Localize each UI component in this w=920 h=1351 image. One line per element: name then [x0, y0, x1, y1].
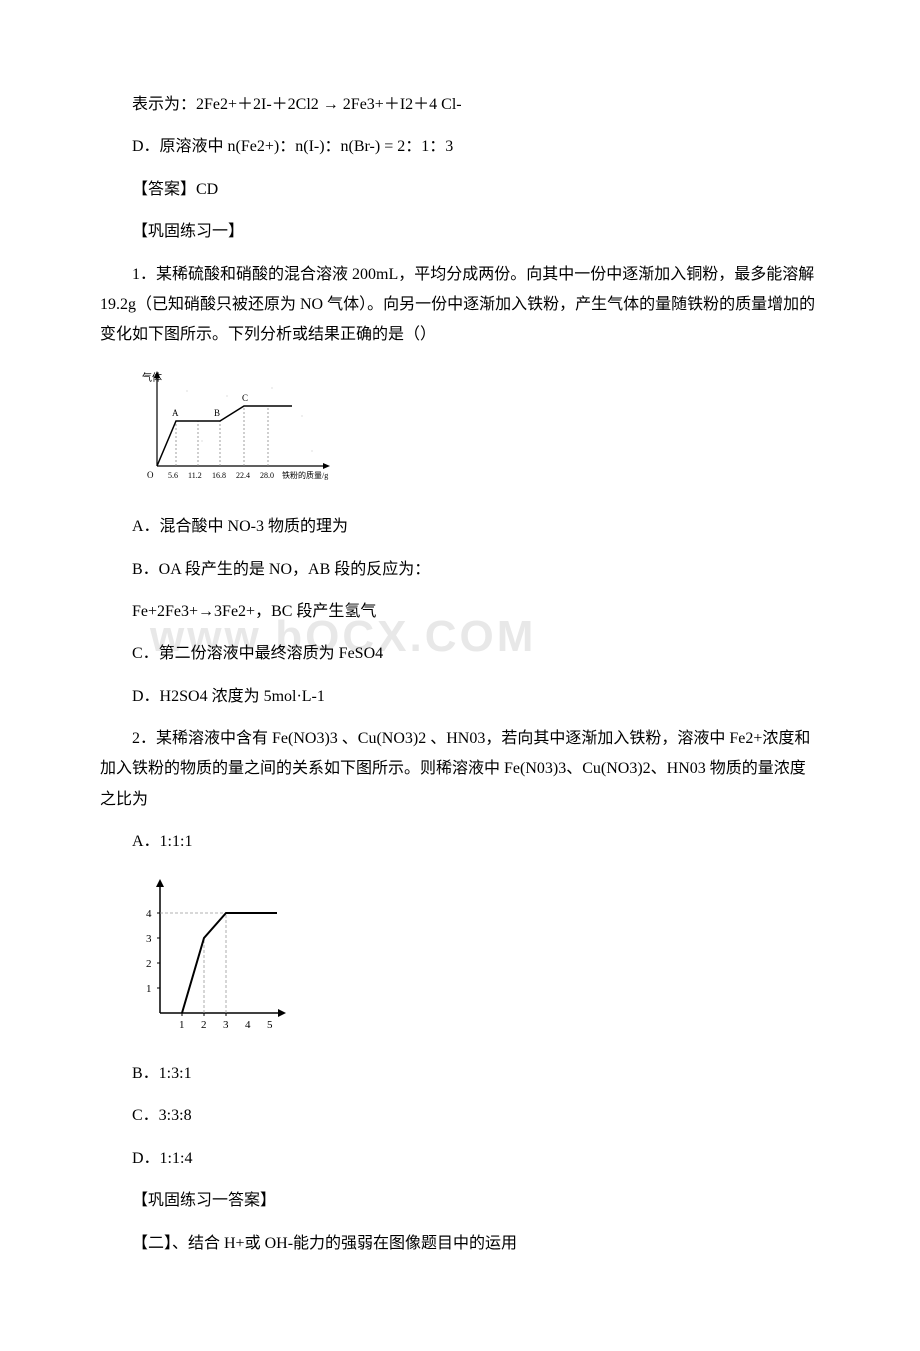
- option-a-q2: A．1:1:1: [100, 827, 820, 857]
- svg-text:22.4: 22.4: [236, 471, 250, 480]
- option-b-q1-cont: Fe+2Fe3+→3Fe2+，BC 段产生氢气: [100, 597, 820, 627]
- svg-text:5.6: 5.6: [168, 471, 178, 480]
- chart-1-container: 气体 O 5.6 11.2 16.8 22.4 28.0 铁粉的质量/g A B…: [132, 366, 820, 497]
- chart-2-container: 1 2 3 4 1 2 3 4 5: [132, 873, 820, 1044]
- svg-text:1: 1: [179, 1019, 185, 1031]
- svg-text:2: 2: [146, 958, 152, 970]
- svg-text:5: 5: [267, 1019, 273, 1031]
- svg-text:16.8: 16.8: [212, 471, 226, 480]
- svg-text:3: 3: [223, 1019, 229, 1031]
- svg-text:3: 3: [146, 933, 152, 945]
- svg-text:28.0: 28.0: [260, 471, 274, 480]
- text-line-1: 表示为：2Fe2+＋2I-＋2Cl2 → 2Fe3+＋I2＋4 Cl-: [100, 90, 820, 120]
- svg-text:O: O: [147, 470, 154, 480]
- fe2-concentration-chart: 1 2 3 4 1 2 3 4 5: [132, 873, 292, 1033]
- question-1: 1．某稀硫酸和硝酸的混合溶液 200mL，平均分成两份。向其中一份中逐渐加入铜粉…: [100, 260, 820, 351]
- chart1-ylabel: 气体: [142, 371, 162, 384]
- svg-text:1: 1: [146, 983, 152, 995]
- gas-vs-iron-chart: 气体 O 5.6 11.2 16.8 22.4 28.0 铁粉的质量/g A B…: [132, 366, 342, 486]
- svg-text:4: 4: [146, 908, 152, 920]
- chart1-xlabel: 铁粉的质量/g: [282, 470, 328, 480]
- svg-text:C: C: [242, 393, 248, 403]
- svg-text:A: A: [172, 408, 179, 418]
- practice-heading: 【巩固练习一】: [100, 217, 820, 247]
- option-d-q1: D．H2SO4 浓度为 5mol·L-1: [100, 682, 820, 712]
- section-two-heading: 【二】、结合 H+或 OH-能力的强弱在图像题目中的运用: [100, 1229, 820, 1259]
- option-b-q1: B．OA 段产生的是 NO，AB 段的反应为：: [100, 555, 820, 585]
- text-line-2: D．原溶液中 n(Fe2+)：n(I-)：n(Br-) = 2：1：3: [100, 132, 820, 162]
- svg-text:2: 2: [201, 1019, 207, 1031]
- option-d-q2: D．1:1:4: [100, 1144, 820, 1174]
- answer-line: 【答案】CD: [100, 175, 820, 205]
- question-2: 2．某稀溶液中含有 Fe(NO3)3 、Cu(NO3)2 、HN03，若向其中逐…: [100, 724, 820, 815]
- svg-text:4: 4: [245, 1019, 251, 1031]
- option-c-q2: C．3:3:8: [100, 1101, 820, 1131]
- svg-text:B: B: [214, 408, 220, 418]
- option-b-q2: B．1:3:1: [100, 1059, 820, 1089]
- option-a-q1: A．混合酸中 NO-3 物质的理为: [100, 512, 820, 542]
- option-c-q1: C．第二份溶液中最终溶质为 FeSO4: [100, 639, 820, 669]
- practice-answer-heading: 【巩固练习一答案】: [100, 1186, 820, 1216]
- svg-text:11.2: 11.2: [188, 471, 202, 480]
